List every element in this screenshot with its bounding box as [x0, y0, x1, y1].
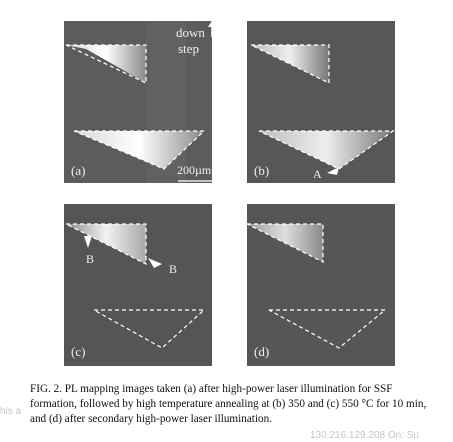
- bright-triangle-top: [251, 45, 329, 83]
- panel-d: (d): [247, 204, 395, 366]
- marker-b-right: B: [169, 262, 178, 276]
- arrowhead-icon: [148, 258, 162, 268]
- pl-map-c: [64, 204, 212, 366]
- annotation-step: step: [178, 41, 199, 56]
- watermark-right: 130.216.129.208 On: Su: [310, 430, 419, 441]
- figure-caption: FIG. 2. PL mapping images taken (a) afte…: [30, 383, 427, 425]
- panel-a: down step 200µm (a): [64, 21, 212, 183]
- annotation-down: down: [176, 25, 205, 40]
- pl-map-d: [247, 204, 395, 366]
- watermark-left: his a: [0, 406, 22, 417]
- dashed-triangle-bottom: [91, 309, 206, 349]
- pl-map-a: [64, 21, 212, 183]
- panel-b: A (b): [247, 21, 395, 183]
- pl-map-b: [247, 21, 395, 183]
- panel-c: B B (c): [64, 204, 212, 366]
- marker-a: A: [313, 167, 322, 181]
- scale-bar-label: 200µm: [177, 163, 212, 177]
- panel-label-b: (b): [254, 163, 270, 178]
- panel-label-c: (c): [71, 344, 86, 359]
- panel-label-d: (d): [254, 344, 270, 359]
- bright-triangle-top: [66, 45, 146, 83]
- dashed-triangle-bottom: [268, 309, 387, 349]
- bright-triangle-bottom: [259, 131, 393, 169]
- up-arrow-icon: [208, 21, 212, 27]
- arrowhead-icon: [84, 236, 92, 248]
- arrowhead-icon: [327, 167, 339, 175]
- bright-triangle-bottom: [74, 131, 204, 169]
- marker-b-left: B: [86, 252, 95, 266]
- panel-label-a: (a): [71, 163, 86, 178]
